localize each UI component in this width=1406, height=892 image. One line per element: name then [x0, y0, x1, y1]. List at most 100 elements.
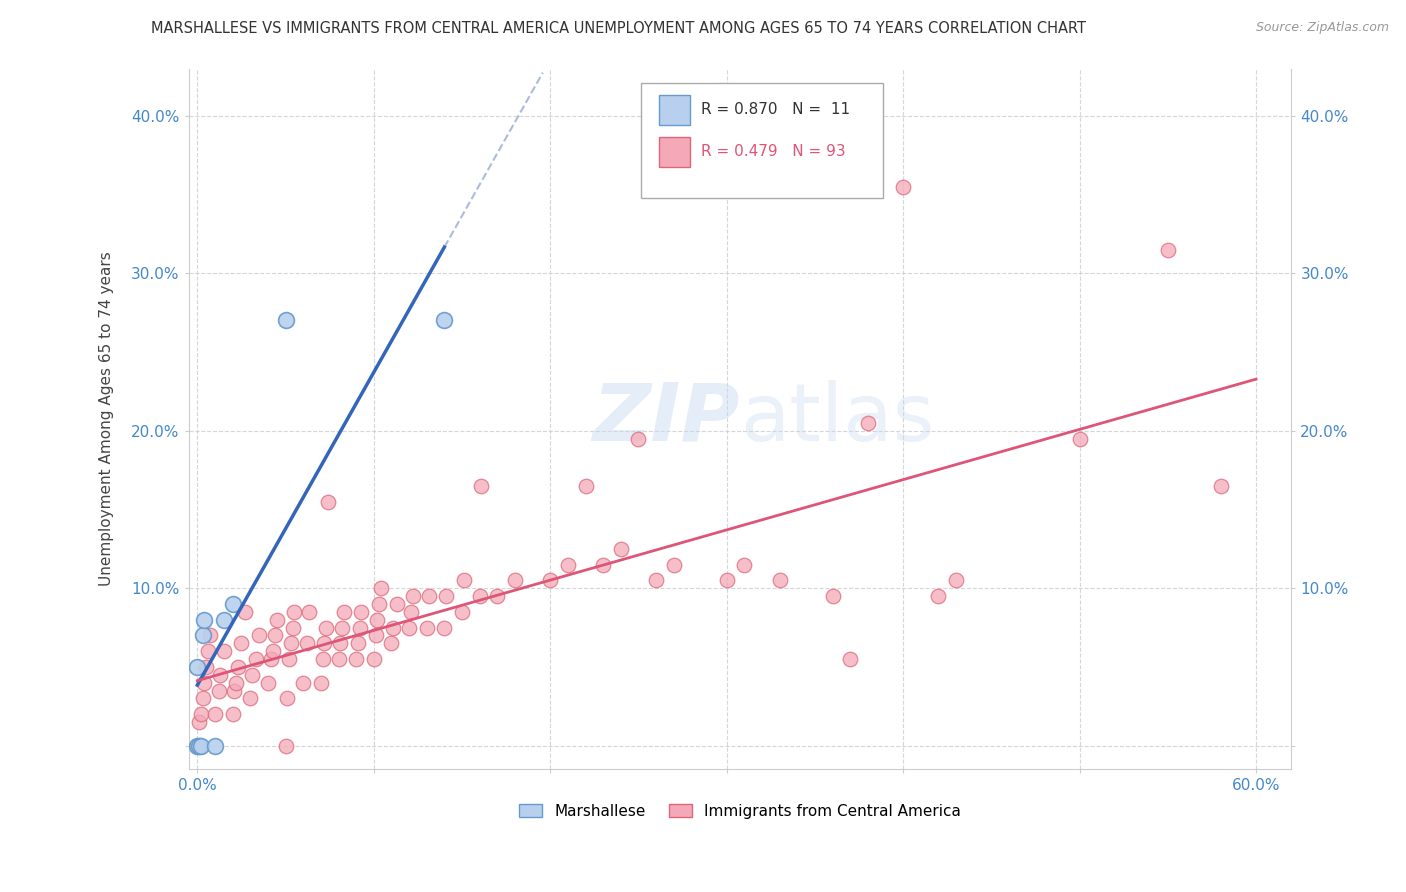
Point — [333, 605, 356, 619]
Point — [207, 683, 229, 698]
Point — [839, 652, 862, 666]
Point — [382, 621, 405, 635]
Point — [1209, 479, 1232, 493]
Point — [193, 675, 215, 690]
Point — [274, 739, 297, 753]
Point — [574, 479, 596, 493]
Point — [212, 613, 235, 627]
Point — [245, 652, 267, 666]
Point — [233, 605, 256, 619]
Point — [195, 660, 218, 674]
Point — [204, 739, 226, 753]
Point — [281, 621, 304, 635]
Point — [768, 574, 790, 588]
Point — [434, 589, 457, 603]
Point — [398, 621, 420, 635]
Legend: Marshallese, Immigrants from Central America: Marshallese, Immigrants from Central Ame… — [513, 797, 967, 825]
Text: atlas: atlas — [740, 380, 935, 458]
Point — [314, 636, 336, 650]
Point — [191, 628, 214, 642]
Point — [198, 628, 221, 642]
Point — [225, 675, 247, 690]
Point — [186, 660, 208, 674]
Point — [385, 597, 408, 611]
Point — [257, 675, 280, 690]
Point — [297, 605, 319, 619]
Point — [260, 652, 283, 666]
Point — [503, 574, 526, 588]
Point — [226, 660, 249, 674]
Text: MARSHALLESE VS IMMIGRANTS FROM CENTRAL AMERICA UNEMPLOYMENT AMONG AGES 65 TO 74 : MARSHALLESE VS IMMIGRANTS FROM CENTRAL A… — [150, 21, 1087, 36]
Point — [292, 675, 315, 690]
Point — [190, 739, 212, 753]
Point — [344, 652, 367, 666]
Point — [188, 714, 211, 729]
Point — [239, 691, 262, 706]
Point — [349, 621, 371, 635]
Point — [486, 589, 509, 603]
Point — [240, 668, 263, 682]
Point — [1069, 432, 1091, 446]
Point — [627, 432, 650, 446]
Point — [370, 581, 392, 595]
Point — [418, 589, 440, 603]
Point — [592, 558, 614, 572]
Text: R = 0.870   N =  11: R = 0.870 N = 11 — [702, 103, 851, 118]
Point — [468, 589, 491, 603]
Point — [368, 597, 391, 611]
Point — [280, 636, 302, 650]
Point — [1157, 243, 1180, 257]
Point — [316, 494, 339, 508]
Point — [266, 613, 288, 627]
Point — [401, 589, 423, 603]
Text: ZIP: ZIP — [592, 380, 740, 458]
Point — [197, 644, 219, 658]
Point — [309, 675, 332, 690]
Point — [204, 707, 226, 722]
Point — [186, 739, 208, 753]
Point — [190, 707, 212, 722]
Point — [224, 683, 246, 698]
Point — [247, 628, 270, 642]
Point — [347, 636, 370, 650]
Point — [945, 574, 967, 588]
Point — [451, 605, 474, 619]
Text: Source: ZipAtlas.com: Source: ZipAtlas.com — [1256, 21, 1389, 34]
Point — [433, 621, 456, 635]
Point — [733, 558, 755, 572]
Point — [274, 313, 297, 327]
Point — [188, 739, 211, 753]
Point — [363, 652, 385, 666]
Point — [399, 605, 422, 619]
Point — [186, 739, 208, 753]
FancyBboxPatch shape — [659, 95, 690, 125]
FancyBboxPatch shape — [641, 83, 883, 198]
Point — [231, 636, 253, 650]
Point — [209, 668, 232, 682]
Point — [366, 613, 388, 627]
Point — [350, 605, 373, 619]
Point — [821, 589, 844, 603]
Point — [328, 652, 350, 666]
Point — [453, 574, 475, 588]
Point — [278, 652, 301, 666]
Point — [191, 691, 214, 706]
Point — [645, 574, 668, 588]
Point — [311, 652, 333, 666]
Point — [557, 558, 579, 572]
Point — [221, 597, 243, 611]
Point — [610, 541, 633, 556]
Point — [662, 558, 685, 572]
Point — [856, 416, 879, 430]
Point — [264, 628, 287, 642]
Point — [221, 707, 243, 722]
Point — [188, 739, 211, 753]
Point — [186, 739, 208, 753]
Point — [538, 574, 561, 588]
Y-axis label: Unemployment Among Ages 65 to 74 years: Unemployment Among Ages 65 to 74 years — [100, 252, 114, 586]
Point — [330, 621, 353, 635]
Point — [193, 613, 215, 627]
Point — [380, 636, 402, 650]
Point — [262, 644, 284, 658]
Point — [315, 621, 337, 635]
